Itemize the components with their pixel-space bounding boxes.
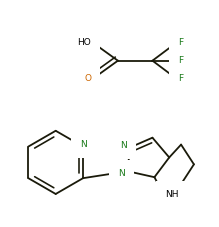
Text: N: N xyxy=(120,141,127,150)
Text: F: F xyxy=(178,38,183,47)
Text: HO: HO xyxy=(78,38,91,47)
Text: N: N xyxy=(80,140,87,149)
Text: N: N xyxy=(118,169,125,178)
Text: O: O xyxy=(84,74,91,83)
Text: F: F xyxy=(178,74,183,83)
Text: NH: NH xyxy=(165,190,179,200)
Text: F: F xyxy=(178,56,183,65)
